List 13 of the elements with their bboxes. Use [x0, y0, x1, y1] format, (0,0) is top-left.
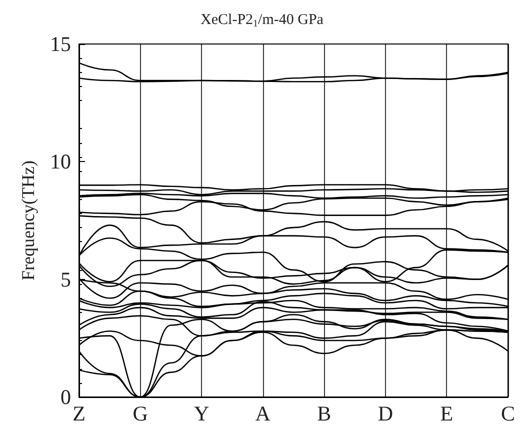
x-tick-label: Y [194, 402, 210, 426]
x-tick-label: E [440, 402, 454, 426]
x-tick-label: B [317, 402, 332, 426]
x-tick-label: Z [72, 402, 86, 426]
y-tick-label: 10 [50, 150, 71, 174]
y-tick-label: 5 [60, 267, 71, 292]
x-tick-label: D [378, 402, 394, 426]
x-tick-label: C [500, 402, 516, 426]
y-tick-label: 0 [60, 385, 71, 409]
y-axis-title: Frequency(THz) [18, 160, 38, 280]
x-tick-label: A [255, 402, 272, 426]
x-tick-label: G [132, 402, 148, 426]
y-tick-label: 15 [50, 32, 71, 56]
